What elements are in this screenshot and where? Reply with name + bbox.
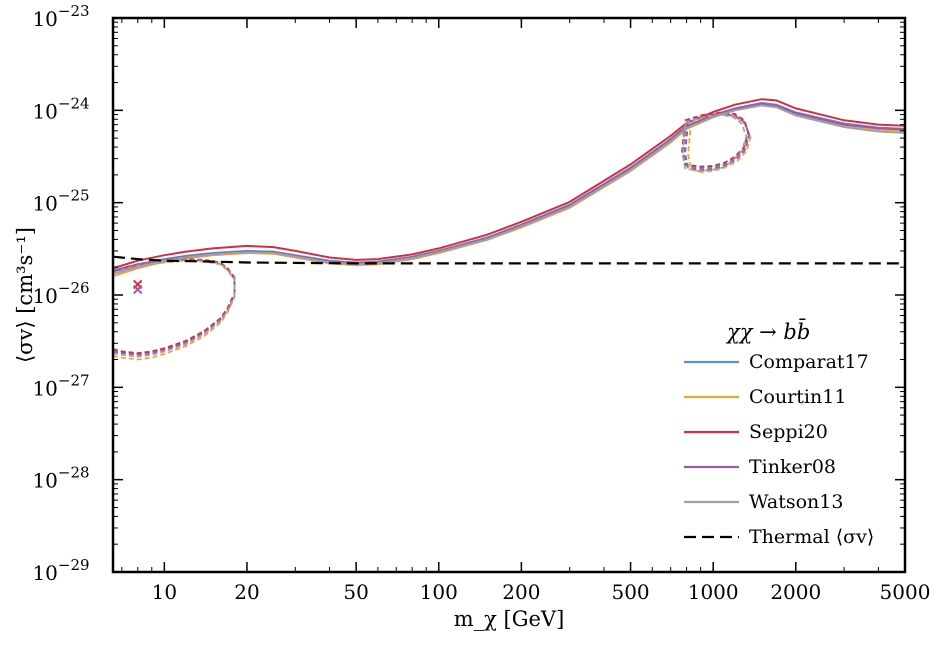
x-tick-label-100: 100 xyxy=(420,580,458,604)
series-watson13-dashed-island xyxy=(681,114,748,172)
legend: χχ → bb̄ Comparat17 Courtin11 Seppi20 Tinke… xyxy=(684,318,874,548)
x-tick-label-50: 50 xyxy=(343,580,368,604)
series-tinker08-dashed-island xyxy=(684,113,751,172)
x-tick-label-2000: 2000 xyxy=(770,580,821,604)
series-seppi20-dashed-contour xyxy=(112,258,236,355)
x-tick-label-20: 20 xyxy=(234,580,259,604)
y-tick-label-6: 10−23 xyxy=(32,2,89,31)
x-marker-1 xyxy=(133,284,143,295)
legend-label-4: Watson13 xyxy=(749,491,843,513)
series-seppi20-solid-line xyxy=(112,98,906,270)
plot-lines xyxy=(112,98,906,361)
y-tick-label-4: 10−25 xyxy=(32,187,89,216)
legend-label-3: Tinker08 xyxy=(749,456,836,478)
legend-label-5: Thermal ⟨σv⟩ xyxy=(749,526,874,548)
y-tick-label-5: 10−24 xyxy=(32,94,89,123)
series-watson13-dashed-contour xyxy=(112,259,236,358)
legend-title: χχ → bb̄ xyxy=(725,318,810,344)
y-tick-label-3: 10−26 xyxy=(32,279,89,308)
y-tick-label-1: 10−28 xyxy=(32,464,89,493)
tick-labels: 10 20 50 100 200 500 1000 2000 5000 10−29 10−28 10−… xyxy=(32,2,930,604)
plot-frame xyxy=(111,16,907,574)
series-courtin11-solid-line xyxy=(112,103,906,278)
x-tick-label-5000: 5000 xyxy=(880,580,931,604)
legend-label-0: Comparat17 xyxy=(749,351,869,373)
x-tick-label-10: 10 xyxy=(152,580,177,604)
x-tick-label-500: 500 xyxy=(611,580,649,604)
series-comparat17-solid-line xyxy=(112,102,906,272)
x-tick-label-200: 200 xyxy=(502,580,540,604)
series-comparat17-dashed-contour xyxy=(112,258,236,355)
series-courtin11-dashed-contour xyxy=(112,259,236,361)
x-axis-label: m_χ [GeV] xyxy=(454,607,565,631)
legend-label-1: Courtin11 xyxy=(749,386,846,408)
y-axis-label: ⟨σv⟩ [cm³s⁻¹] xyxy=(13,227,37,363)
y-tick-label-0: 10−29 xyxy=(32,556,89,585)
thermal-line xyxy=(112,255,905,265)
series-watson13-solid-line xyxy=(112,104,906,275)
series-tinker08-dashed-contour xyxy=(112,258,236,356)
series-seppi20-dashed-island xyxy=(681,111,750,168)
x-tick-label-1000: 1000 xyxy=(688,580,739,604)
legend-label-2: Seppi20 xyxy=(749,421,828,443)
y-tick-label-2: 10−27 xyxy=(32,371,89,400)
ticks xyxy=(113,17,906,573)
